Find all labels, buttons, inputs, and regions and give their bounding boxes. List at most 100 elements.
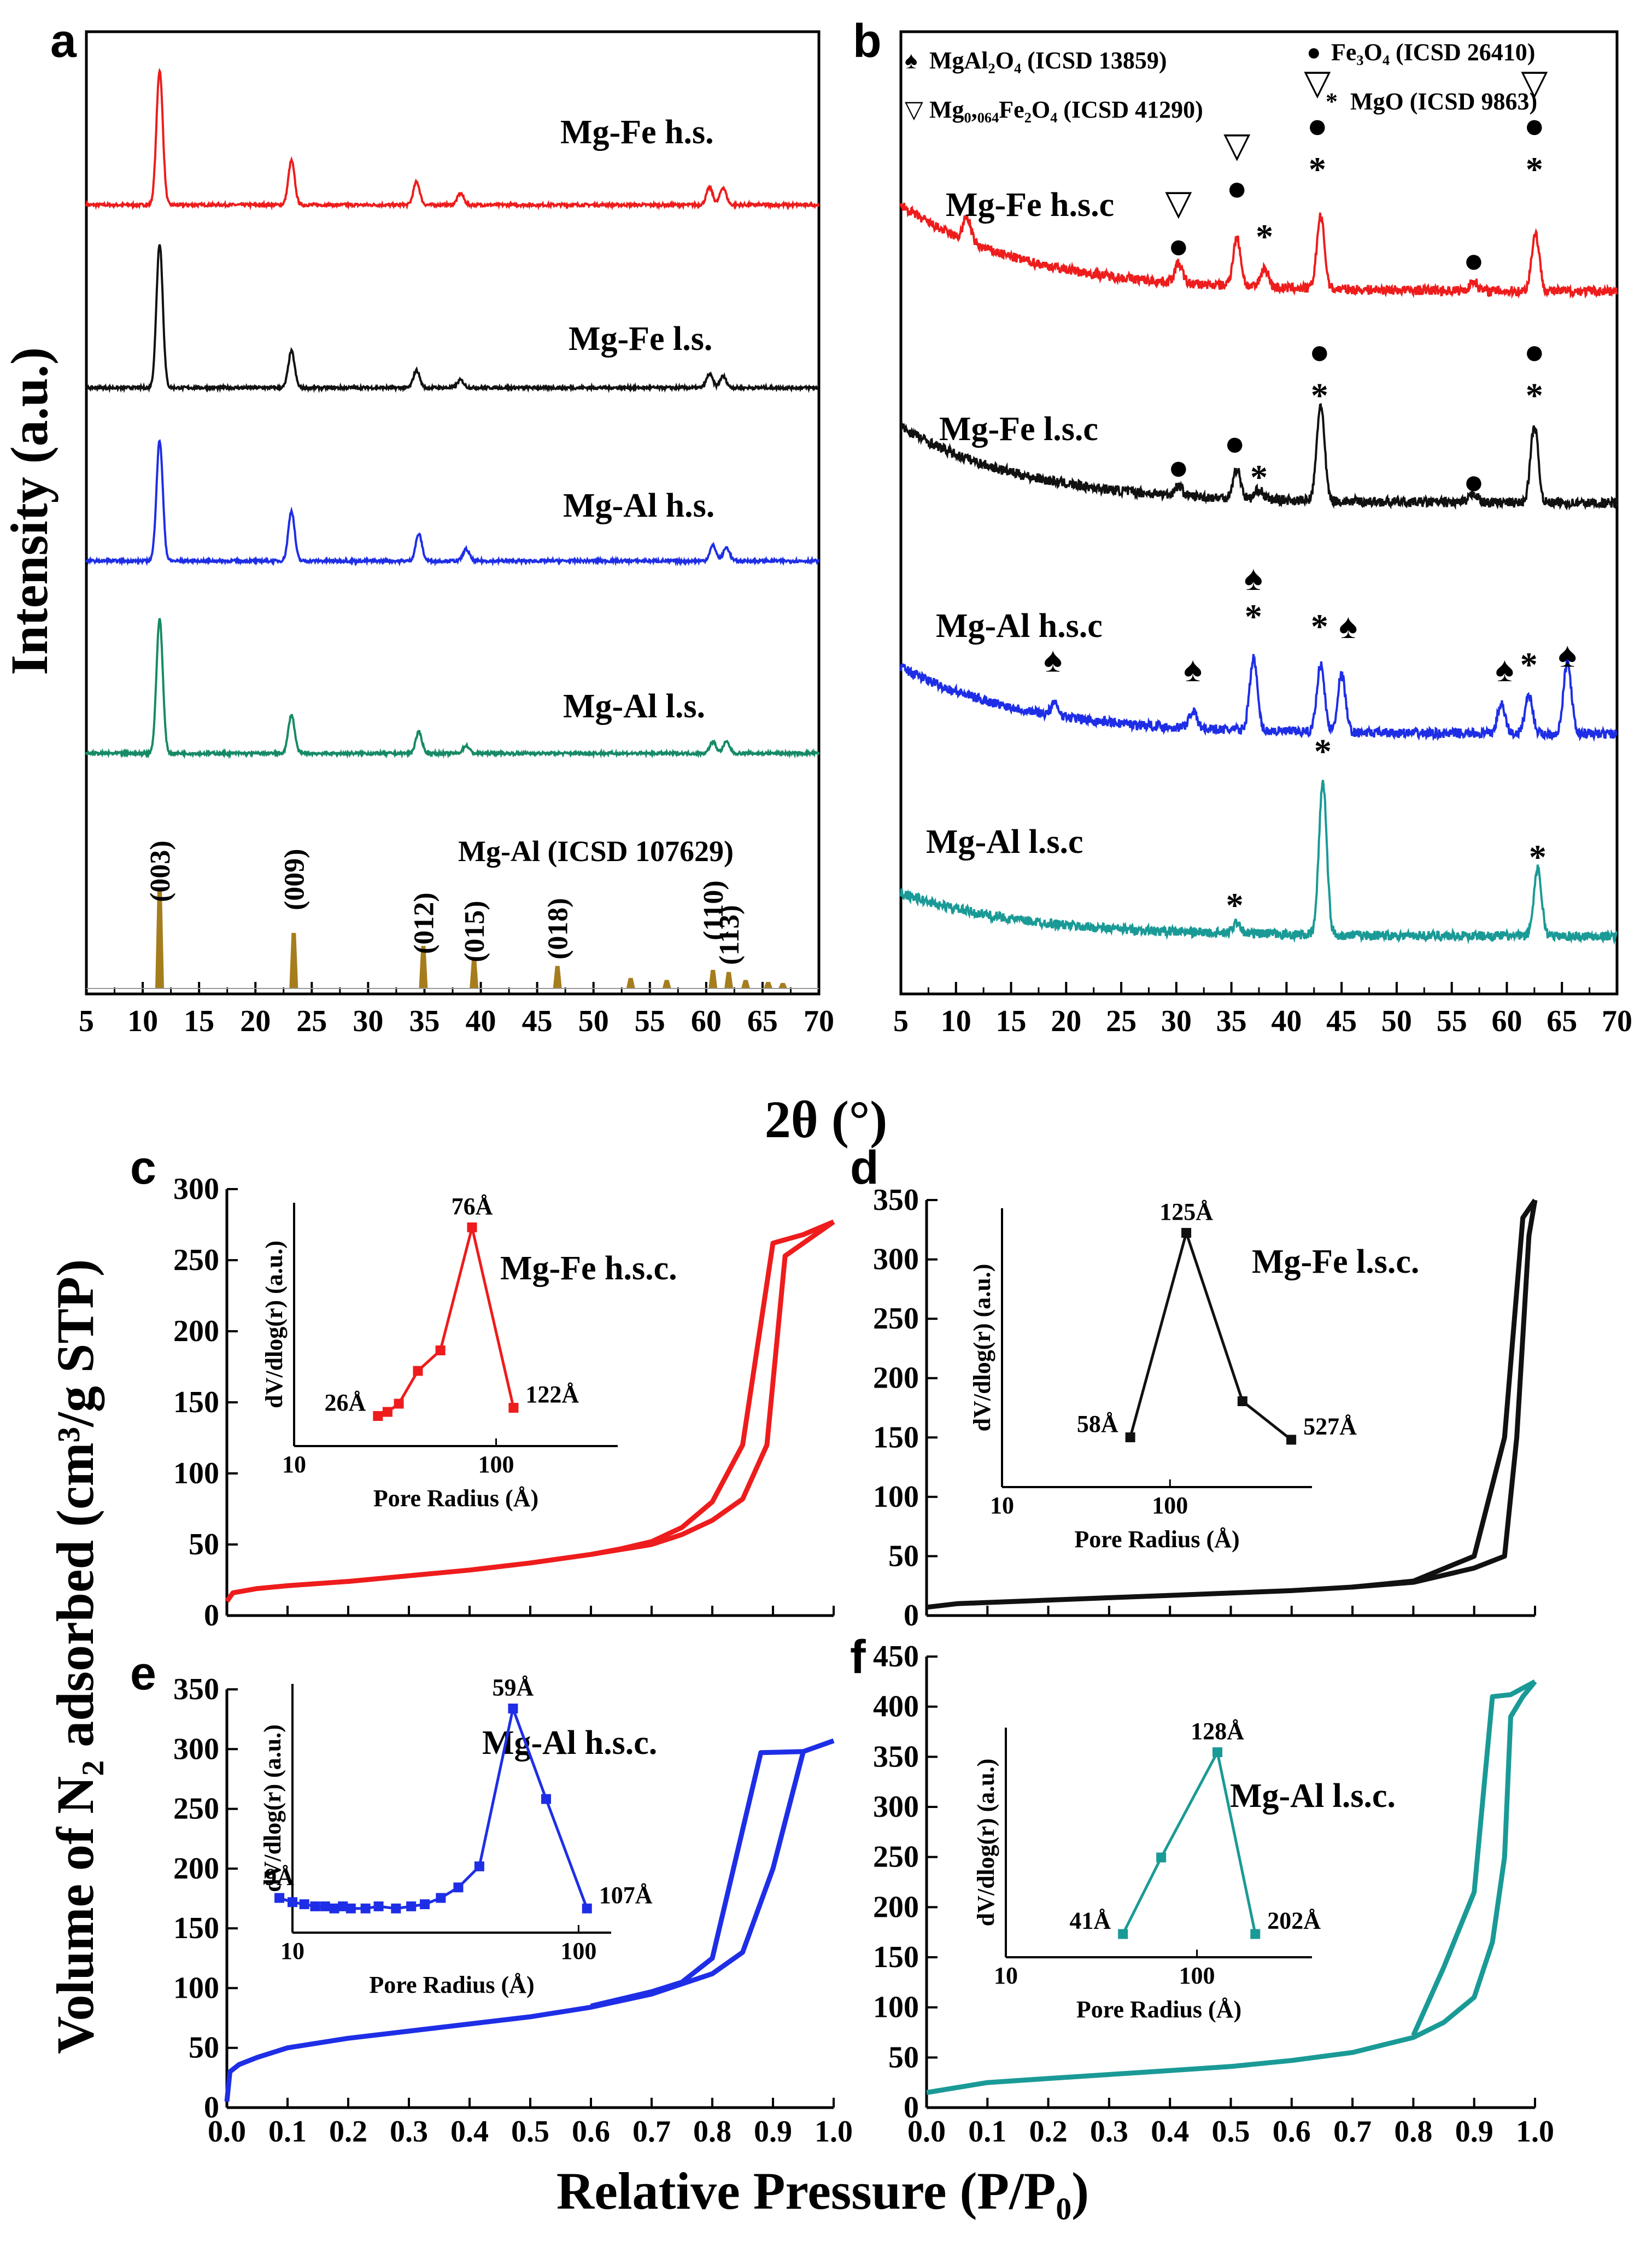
inset-point [1181,1228,1192,1238]
inset-point [391,1903,401,1914]
x-tick-label: 60 [691,1004,722,1038]
inset-point [508,1403,519,1413]
y-tick-label: 350 [173,1672,219,1706]
inset-point [373,1901,384,1911]
inset-point [508,1704,518,1713]
inset-y-label: dV/dlog(r) (a.u.) [259,1724,286,1892]
phase-marker: ♠ [1184,650,1202,689]
x-tick-label: 25 [1106,1004,1137,1038]
x-tick-label: 15 [996,1004,1027,1038]
x-tick-label: 40 [466,1004,496,1038]
inset-x-label: Pore Radius (Å) [373,1485,538,1512]
y-tick-label: 250 [873,1302,919,1336]
inset-x-tick-label: 100 [478,1451,514,1478]
inset-line [377,1227,515,1418]
adsorption-branch [926,1198,1537,1610]
phase-marker: ● [1463,463,1485,501]
panel-b: 5 10 15 20 25 30 35 40 45 50 55 60 65 70 Mg-Fe h.s.c Mg… [853,15,1632,1038]
phase-marker: * [1526,376,1543,414]
x-tick-label: 0.1 [968,2115,1006,2149]
inset-f: 10 100 dV/dlog(r) (a.u.) Pore Radius (Å) 128… [973,1718,1321,2023]
phase-marker: * [1529,838,1546,876]
y-tick-label: 50 [888,1539,919,1573]
phase-marker: ♠ [1495,650,1514,689]
x-tick-label: 0.0 [208,2115,246,2149]
series-label: Mg-Al l.s. [563,688,705,725]
y-tick-label: 0 [904,1599,919,1633]
inset-point [329,1903,339,1914]
inset-point [1286,1435,1297,1445]
inset-point [360,1903,371,1914]
phase-marker: ● [1168,448,1190,487]
panel-d: 0 50 100 150 200 250 300 350 Mg-Fe l.s.c. d 10 100 d… [850,1142,1538,1633]
inset-point [420,1899,430,1910]
inset-x-label: Pore Radius (Å) [1074,1526,1239,1553]
phase-marker: ♠ [1339,607,1357,646]
inset-y-label: dV/dlog(r) (a.u.) [969,1264,995,1432]
panel-letter: d [850,1142,879,1194]
inset-annotation: 41Å [1069,1908,1111,1934]
inset-annotation: 125Å [1159,1198,1213,1225]
inset-point [338,1901,348,1911]
x-tick-label: 0.3 [390,2115,428,2149]
legend-text: Mg₀,₀₆₄Fe₂O₄ (ICSD 41290) [929,96,1203,123]
series-label: Mg-Al h.s.c [936,607,1103,645]
phase-marker: * [1314,732,1332,771]
legend-text: Fe₃O₄ (ICSD 26410) [1331,39,1535,66]
y-tick-label: 200 [873,1361,919,1395]
inset-annotation: 26Å [325,1389,366,1416]
inset-x-tick-label: 10 [282,1451,306,1478]
inset-x-tick-label: 100 [560,1938,596,1964]
inset-x-tick-label: 10 [280,1938,304,1964]
reference-stick [763,982,773,989]
x-tick-label: 45 [1326,1004,1357,1038]
desorption-branch [1411,1679,1537,2037]
inset-x-tick-label: 10 [990,1492,1014,1519]
inset-point [320,1901,330,1911]
hkl-label: (018) [543,898,574,959]
adsorption-branch [224,1738,835,2102]
inset-annotation: 128Å [1191,1718,1244,1745]
hkl-label: (113) [714,905,745,965]
inset-y-label: dV/dlog(r) (a.u.) [973,1759,999,1927]
legend-text: MgAl₂O₄ (ICSD 13859) [929,47,1167,74]
y-tick-label: 350 [873,1183,919,1217]
sample-label: Mg-Fe h.s.c. [500,1250,677,1287]
inset-point [467,1222,477,1232]
reference-stick [741,980,751,989]
x-tick-label: 0.4 [1151,2115,1189,2149]
phase-marker: ● [1524,107,1545,145]
x-tick-label: 50 [1381,1004,1412,1038]
phase-marker: ▽ [1223,126,1251,165]
panel-letter: b [853,15,882,67]
phase-marker: * [1520,645,1538,684]
inset-point [1250,1929,1261,1939]
series-line-1 [900,403,1618,511]
phase-marker: ▽ [1165,183,1192,222]
series-line-2 [85,439,819,567]
reference-stick [626,978,635,989]
panel-f: 0 50 100 150 200 250 300 350 400 450 0.0 0.1 0.2 0.3 0… [850,1631,1554,2149]
panel-letter: e [130,1647,156,1700]
phase-marker: ♠ [1044,640,1062,679]
inset-annotation: 76Å [452,1193,493,1220]
inset-point [1212,1747,1223,1757]
hkl-label: (110) [698,880,729,940]
x-tick-label: 65 [1546,1004,1577,1038]
phase-marker: * [1311,607,1328,646]
hkl-label: (009) [279,849,310,910]
desorption-branch [590,1220,835,1557]
panel-e: 0 50 100 150 200 250 300 350 0.0 0.1 0.2 0.3 0.4 0.5 0… [130,1647,853,2149]
inset-point [1237,1396,1247,1406]
x-axis-label: 2θ (°) [765,1090,887,1149]
x-tick-label: 30 [1161,1004,1192,1038]
phase-marker: ● [1309,332,1331,371]
x-tick-label: 55 [635,1004,665,1038]
x-tick-label: 0.9 [1455,2115,1493,2149]
sample-label: Mg-Fe l.s.c. [1252,1243,1419,1280]
series-label: Mg-Fe l.s. [569,320,712,358]
x-tick-label: 70 [804,1004,834,1038]
x-tick-label: 20 [240,1004,271,1038]
reference-stick [724,972,734,989]
